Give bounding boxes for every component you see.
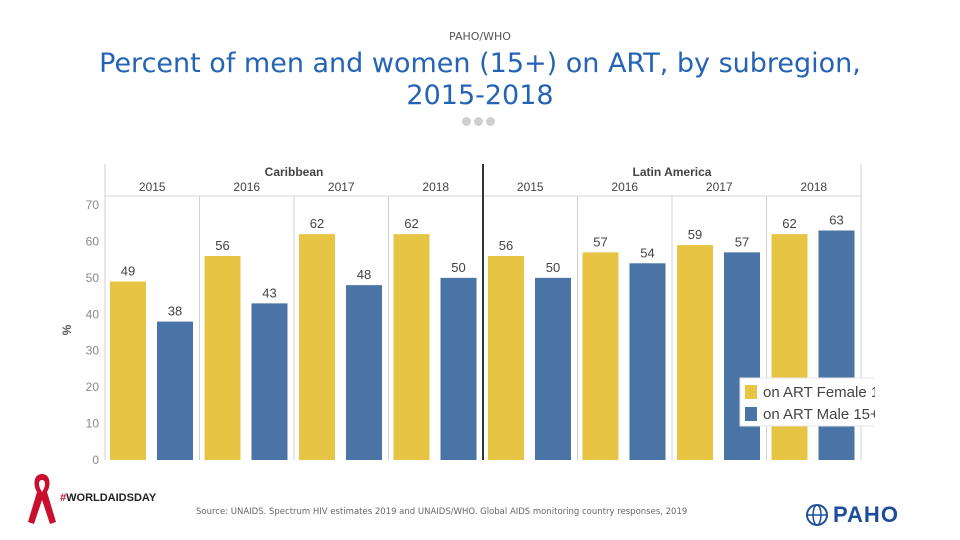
globe-icon: [806, 504, 828, 526]
data-label: 56: [499, 238, 513, 253]
y-tick-label: 30: [86, 344, 100, 358]
female-bar: [582, 252, 619, 460]
year-header: 2017: [706, 180, 733, 194]
campaign-text: WORLDAIDSDAY: [66, 492, 157, 504]
y-tick-label: 50: [86, 271, 100, 285]
male-bar: [346, 285, 382, 460]
male-bar: [535, 277, 571, 460]
red-ribbon-icon: [28, 474, 56, 524]
legend-entry: on ART Female 15+: [763, 384, 875, 401]
data-label: 62: [782, 216, 796, 231]
year-header: 2018: [800, 180, 827, 194]
y-tick-label: 20: [86, 380, 100, 394]
data-label: 62: [310, 216, 324, 231]
data-label: 50: [451, 260, 465, 275]
female-bar: [488, 256, 524, 460]
y-tick-label: 60: [86, 234, 100, 248]
year-header: 2018: [422, 180, 449, 194]
male-bar: [157, 321, 193, 460]
data-label: 59: [688, 227, 702, 242]
male-bar: [724, 252, 760, 460]
year-header: 2017: [328, 180, 355, 194]
female-bar: [299, 234, 335, 460]
region-header: Caribbean: [265, 165, 324, 179]
data-label: 56: [215, 238, 229, 253]
female-bar: [677, 245, 713, 460]
legend-swatch: [745, 407, 757, 421]
region-header: Latin America: [633, 165, 712, 179]
year-header: 2015: [517, 180, 544, 194]
world-aids-day-tag: #WORLDAIDSDAY: [60, 492, 156, 504]
data-label: 50: [546, 260, 560, 275]
y-tick-label: 70: [86, 198, 100, 212]
female-bar: [393, 234, 430, 460]
year-header: 2016: [611, 180, 638, 194]
source-note: Source: UNAIDS. Spectrum HIV estimates 2…: [196, 507, 688, 517]
hash-symbol: #: [60, 492, 67, 504]
male-bar: [440, 277, 477, 460]
y-tick-label: 10: [86, 417, 100, 431]
female-bar: [204, 256, 241, 460]
data-label: 54: [640, 245, 654, 260]
paho-logo: PAHO: [805, 502, 899, 528]
y-tick-label: 40: [86, 307, 100, 321]
data-label: 38: [168, 304, 182, 319]
legend-box: [739, 377, 875, 427]
male-bar: [251, 303, 288, 460]
legend-swatch: [745, 385, 757, 399]
year-header: 2016: [233, 180, 260, 194]
title-line-2: 2015-2018: [406, 80, 554, 111]
data-label: 48: [357, 267, 371, 282]
decorative-dots: [462, 113, 502, 126]
y-tick-label: 0: [92, 453, 99, 467]
page-title: Percent of men and women (15+) on ART, b…: [80, 48, 880, 112]
year-header: 2015: [139, 180, 166, 194]
data-label: 57: [593, 234, 607, 249]
org-label: PAHO/WHO: [449, 30, 511, 43]
female-bar: [110, 281, 146, 460]
y-axis-label: %: [60, 324, 74, 335]
male-bar: [629, 263, 666, 460]
data-label: 63: [829, 213, 843, 228]
data-label: 43: [262, 285, 276, 300]
title-line-1: Percent of men and women (15+) on ART, b…: [99, 48, 861, 79]
legend-entry: on ART Male 15+: [763, 406, 875, 423]
data-label: 62: [404, 216, 418, 231]
data-label: 57: [735, 234, 749, 249]
data-label: 49: [121, 264, 135, 279]
paho-logo-text: PAHO: [833, 502, 899, 527]
